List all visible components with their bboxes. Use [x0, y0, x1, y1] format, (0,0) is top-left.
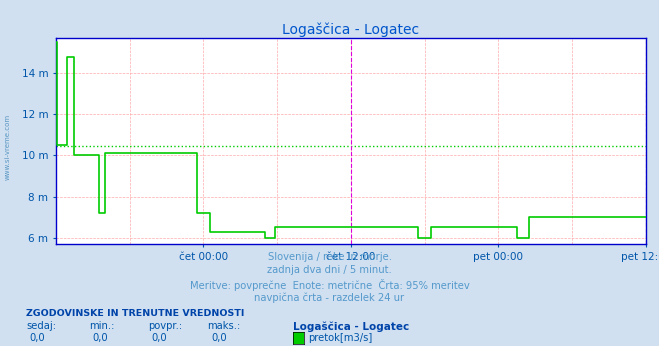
Text: 0,0: 0,0: [30, 333, 45, 343]
Text: navpična črta - razdelek 24 ur: navpična črta - razdelek 24 ur: [254, 292, 405, 303]
Text: Meritve: povprečne  Enote: metrične  Črta: 95% meritev: Meritve: povprečne Enote: metrične Črta:…: [190, 279, 469, 291]
Text: pretok[m3/s]: pretok[m3/s]: [308, 333, 372, 343]
Text: Slovenija / reke in morje.: Slovenija / reke in morje.: [268, 252, 391, 262]
Text: sedaj:: sedaj:: [26, 321, 57, 331]
Text: maks.:: maks.:: [208, 321, 241, 331]
Text: ZGODOVINSKE IN TRENUTNE VREDNOSTI: ZGODOVINSKE IN TRENUTNE VREDNOSTI: [26, 309, 244, 318]
Text: povpr.:: povpr.:: [148, 321, 183, 331]
Title: Logaščica - Logatec: Logaščica - Logatec: [282, 22, 420, 37]
Text: 0,0: 0,0: [211, 333, 227, 343]
Text: Logaščica - Logatec: Logaščica - Logatec: [293, 321, 409, 331]
Text: 0,0: 0,0: [92, 333, 108, 343]
Text: 0,0: 0,0: [152, 333, 167, 343]
Text: www.si-vreme.com: www.si-vreme.com: [5, 114, 11, 180]
Text: zadnja dva dni / 5 minut.: zadnja dva dni / 5 minut.: [267, 265, 392, 275]
Text: min.:: min.:: [89, 321, 115, 331]
